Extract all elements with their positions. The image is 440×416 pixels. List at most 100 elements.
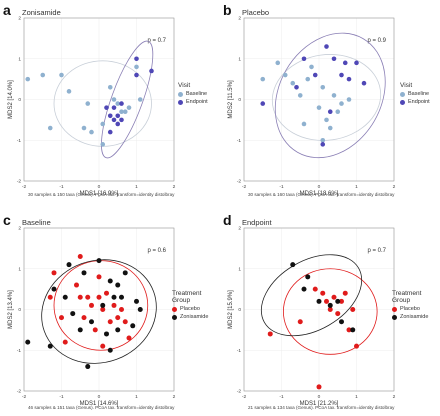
- confidence-ellipse: [274, 32, 386, 159]
- data-point: [115, 113, 121, 119]
- x-axis-label: MDS1 [18.6%]: [300, 191, 339, 197]
- y-tick-label: -1: [17, 348, 22, 354]
- data-point: [66, 262, 72, 268]
- x-tick-label: -2: [242, 184, 247, 190]
- data-point: [309, 64, 314, 70]
- data-point: [100, 343, 106, 349]
- legend: Treatment Group Placebo Zonisamide: [392, 290, 440, 320]
- legend-item: Endpoint: [178, 99, 208, 105]
- y-tick-label: 0: [18, 97, 21, 103]
- panel-letter: a: [3, 2, 11, 18]
- data-point: [331, 93, 337, 98]
- legend-label: Zonisamide: [180, 314, 209, 320]
- data-point: [320, 290, 326, 296]
- caption: 30 samples & 160 taxa (Genus). PCoA tax.…: [248, 192, 395, 197]
- data-point: [282, 72, 288, 78]
- data-point: [346, 97, 352, 102]
- y-tick-label: 1: [18, 56, 21, 62]
- x-axis-label: MDS1 [14.6%]: [80, 401, 119, 407]
- data-point: [107, 113, 113, 119]
- data-point: [339, 319, 344, 325]
- x-tick-label: -1: [59, 394, 64, 400]
- y-axis-label: MDS2 [13.4%]: [8, 290, 14, 329]
- plot-frame: [23, 17, 175, 182]
- panel-a: a Zonisamide -2 -1 0 1 2 -2 -1 0 1 2 MDS1 [16.9%] M…: [0, 0, 220, 205]
- data-point: [312, 286, 318, 292]
- x-tick-label: 2: [393, 394, 396, 400]
- y-tick-label: -2: [237, 179, 242, 185]
- data-point: [320, 142, 326, 147]
- data-point: [104, 290, 109, 296]
- data-point: [354, 60, 359, 66]
- legend-marker: [400, 99, 405, 105]
- data-point: [320, 84, 326, 90]
- x-tick-label: -2: [242, 394, 247, 400]
- y-tick-label: 2: [18, 226, 21, 232]
- data-point: [119, 294, 124, 300]
- legend-label: Baseline: [408, 91, 430, 97]
- data-point: [149, 68, 154, 74]
- data-point: [96, 274, 102, 280]
- legend-item: Baseline: [178, 91, 208, 97]
- x-tick-label: -2: [22, 184, 27, 190]
- data-point: [62, 294, 68, 300]
- y-axis-label: MDS2 [15.9%]: [228, 290, 234, 329]
- data-point: [100, 121, 106, 127]
- y-tick-label: -1: [17, 138, 22, 144]
- x-tick-label: 0: [318, 184, 321, 190]
- x-tick-label: 1: [135, 184, 138, 190]
- data-point: [327, 125, 333, 131]
- data-point: [260, 76, 266, 82]
- x-tick-label: 2: [173, 394, 176, 400]
- data-point: [115, 327, 121, 333]
- panel-d: d Endpoint -2 -1 0 1 2 -2 -1 0 1 2 MDS1 [21.2%] MDS…: [220, 210, 440, 416]
- data-point: [327, 302, 333, 308]
- data-point: [40, 72, 46, 78]
- legend-item: Baseline: [400, 91, 430, 97]
- data-point: [297, 319, 303, 325]
- data-point: [111, 105, 117, 110]
- legend-item: Placebo: [392, 306, 440, 312]
- data-point: [305, 274, 311, 280]
- data-point: [92, 327, 98, 333]
- legend-marker: [178, 91, 183, 97]
- x-tick-label: 0: [318, 394, 321, 400]
- y-tick-label: 1: [18, 266, 21, 272]
- data-point: [297, 93, 303, 98]
- data-point: [324, 298, 329, 304]
- data-point: [119, 109, 124, 115]
- data-point: [115, 315, 121, 321]
- legend-label: Placebo: [400, 306, 420, 312]
- legend-label: Endpoint: [186, 99, 208, 105]
- data-point: [331, 56, 337, 62]
- legend-title: Visit: [178, 82, 191, 89]
- data-point: [85, 101, 91, 106]
- y-tick-label: -2: [17, 389, 22, 395]
- data-point: [47, 294, 53, 300]
- x-tick-label: 1: [355, 394, 358, 400]
- confidence-ellipse: [101, 40, 154, 159]
- data-point: [70, 311, 76, 317]
- y-tick-label: 0: [238, 307, 241, 313]
- data-point: [316, 105, 322, 110]
- data-point: [77, 294, 83, 300]
- data-point: [130, 323, 136, 329]
- data-point: [342, 290, 348, 296]
- scatter-plot-d: -2 -1 0 1 2 -2 -1 0 1 2 MDS1 [21.2%] MDS2 [15.9%] p …: [228, 226, 396, 407]
- data-point: [346, 76, 352, 82]
- panel-title: Zonisamide: [22, 8, 61, 17]
- data-point: [137, 97, 143, 102]
- data-point: [47, 125, 53, 131]
- data-point: [89, 302, 94, 308]
- data-point: [100, 142, 106, 147]
- data-point: [81, 125, 87, 131]
- y-tick-label: 0: [18, 307, 21, 313]
- data-point: [316, 298, 322, 304]
- data-point: [111, 117, 117, 123]
- panel-title: Baseline: [22, 218, 51, 227]
- p-value: p = 0.6: [147, 248, 166, 254]
- data-point: [335, 311, 341, 317]
- data-point: [294, 84, 299, 90]
- legend-title: Treatment Group: [172, 290, 202, 304]
- panel-letter: d: [223, 212, 232, 228]
